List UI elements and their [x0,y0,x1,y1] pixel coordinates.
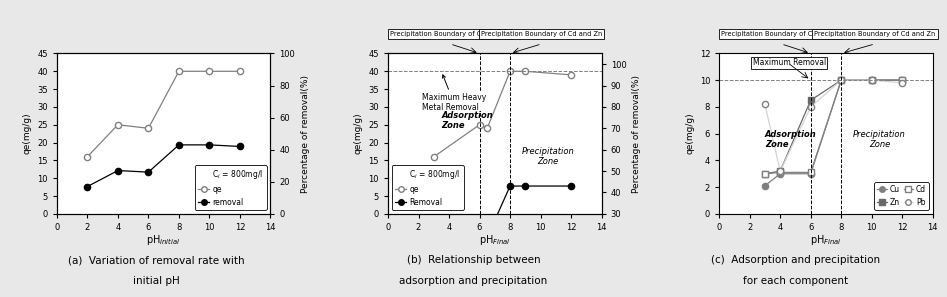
Zn [897,78,908,82]
Y-axis label: qe(mg/g): qe(mg/g) [354,113,363,154]
Line: Cd: Cd [761,77,905,177]
Cd [775,170,786,174]
Text: Maximum Heavy
Metal Removal: Maximum Heavy Metal Removal [421,75,486,112]
Legend: C$_i$ = 800mg/l, qe, removal: C$_i$ = 800mg/l, qe, removal [195,165,267,210]
Cu [835,78,847,82]
Cd [805,170,816,174]
Zn [805,99,816,102]
Cu [759,184,771,188]
Pb [835,78,847,82]
Y-axis label: qe(mg/g): qe(mg/g) [23,113,31,154]
Legend: C$_i$ = 800mg/l, qe, Removal: C$_i$ = 800mg/l, qe, Removal [392,165,464,210]
Text: Adsorption
Zone: Adsorption Zone [765,129,816,149]
Text: (c)  Adsorption and precipitation: (c) Adsorption and precipitation [711,255,880,266]
Line: Pb: Pb [761,77,905,174]
Cd [867,78,878,82]
Text: for each component: for each component [742,276,849,286]
Text: initial pH: initial pH [133,276,180,286]
Pb [867,78,878,82]
Text: Precipitation Boundary of Cd and Zn: Precipitation Boundary of Cd and Zn [814,31,936,37]
Text: (b)  Relationship between: (b) Relationship between [406,255,541,266]
Cu [805,172,816,176]
Line: Cu: Cu [761,77,905,189]
Text: Precipitation Boundary of Cu and Pb: Precipitation Boundary of Cu and Pb [721,31,842,37]
Cu [867,78,878,82]
Zn [775,169,786,173]
Text: (a)  Variation of removal rate with: (a) Variation of removal rate with [68,255,244,266]
Text: Precipitation
Zone: Precipitation Zone [522,146,575,166]
Cd [897,78,908,82]
Text: Precipitation
Zone: Precipitation Zone [853,129,905,149]
Text: Maximum Removal: Maximum Removal [753,58,826,67]
Zn [759,172,771,176]
Cu [897,78,908,82]
Zn [835,78,847,82]
Pb [897,81,908,85]
X-axis label: pH$_{Final}$: pH$_{Final}$ [810,233,842,247]
Cu [775,172,786,176]
Pb [775,169,786,173]
X-axis label: pH$_{Final}$: pH$_{Final}$ [479,233,510,247]
Text: adsorption and precipitation: adsorption and precipitation [400,276,547,286]
Text: Precipitation Boundary of Cd and Zn: Precipitation Boundary of Cd and Zn [481,31,602,37]
Cd [835,78,847,82]
X-axis label: pH$_{initial}$: pH$_{initial}$ [147,233,181,247]
Pb [805,105,816,109]
Pb [759,102,771,106]
Text: Precipitation Boundary of Cu and Pb: Precipitation Boundary of Cu and Pb [389,31,510,37]
Text: Adsorption
Zone: Adsorption Zone [441,111,493,130]
Legend: Cu, Zn, Cd, Pb: Cu, Zn, Cd, Pb [874,182,929,210]
Zn [867,78,878,82]
Y-axis label: Percentage of removal(%): Percentage of removal(%) [301,75,310,193]
Cd [759,172,771,176]
Y-axis label: qe(mg/g): qe(mg/g) [685,113,694,154]
Y-axis label: Percentage of removal(%): Percentage of removal(%) [632,75,641,193]
Line: Zn: Zn [761,77,905,177]
